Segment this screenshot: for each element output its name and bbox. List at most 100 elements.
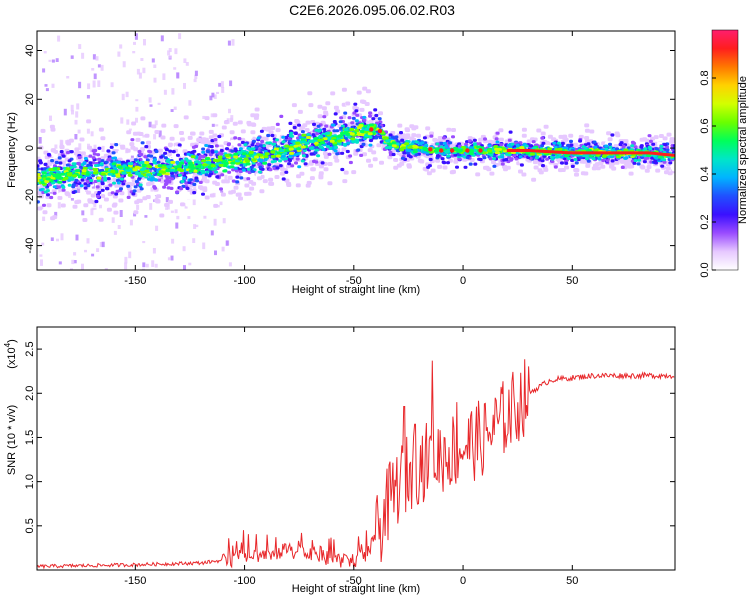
spectrogram-cell bbox=[569, 143, 574, 147]
spectrogram-speckle bbox=[74, 134, 78, 140]
spectrogram-speckle bbox=[219, 201, 223, 206]
spectrogram-cell bbox=[38, 188, 43, 192]
spectrogram-cell bbox=[86, 163, 91, 167]
spectrogram-cell bbox=[281, 140, 286, 144]
spectrogram-cell bbox=[404, 127, 410, 132]
spectrogram-cell bbox=[442, 165, 448, 170]
spectrogram-cell bbox=[402, 151, 407, 155]
spectrogram-cell bbox=[639, 144, 644, 148]
spectrogram-cell bbox=[89, 179, 94, 182]
spectrogram-cell bbox=[187, 161, 193, 165]
spectrogram-cell bbox=[409, 124, 415, 129]
spectrogram-cell bbox=[178, 173, 182, 177]
spectrogram-cell bbox=[97, 146, 102, 150]
spectrogram-cell bbox=[411, 140, 416, 144]
spectrogram-cell bbox=[345, 101, 351, 106]
spectrogram-cell bbox=[132, 189, 137, 193]
spectrogram-cell bbox=[366, 158, 371, 163]
spectrogram-cell bbox=[139, 152, 144, 157]
spectrogram-cell bbox=[365, 89, 371, 94]
spectrogram-cell bbox=[233, 152, 239, 156]
spectrogram-cell bbox=[69, 177, 75, 181]
spectrogram-speckle bbox=[193, 224, 197, 229]
spectrogram-cell bbox=[284, 144, 290, 148]
spectrogram-cell bbox=[82, 218, 88, 222]
spectrogram-cell bbox=[351, 170, 357, 175]
spectrogram-speckle bbox=[76, 103, 80, 110]
spectrogram-cell bbox=[246, 167, 251, 171]
spectrogram-speckle bbox=[38, 137, 42, 144]
spectrogram-cell bbox=[94, 164, 98, 168]
spectrogram-cell bbox=[262, 144, 266, 148]
spectrogram-cell bbox=[270, 133, 275, 138]
spectrogram-cell bbox=[112, 202, 118, 207]
spectrogram-cell bbox=[160, 179, 165, 184]
spectrogram-speckle bbox=[149, 203, 153, 210]
spectrogram-cell bbox=[300, 130, 305, 134]
spectrogram-speckle bbox=[158, 130, 162, 138]
spectrogram-cell bbox=[417, 158, 423, 163]
spectrogram-cell bbox=[120, 141, 126, 146]
spectrogram-cell bbox=[183, 115, 189, 120]
spectrogram-cell bbox=[220, 173, 225, 177]
spectrogram-cell bbox=[238, 196, 243, 201]
spectrogram-cell bbox=[57, 156, 62, 160]
spectrogram-cell bbox=[608, 145, 613, 149]
spectrogram-cell bbox=[526, 139, 532, 144]
spectrogram-cell bbox=[333, 112, 338, 116]
spectrogram-speckle bbox=[193, 185, 197, 191]
spectrogram-cell bbox=[103, 197, 109, 202]
spectrogram-cell bbox=[519, 146, 525, 150]
spectrogram-cell bbox=[37, 200, 40, 204]
spectrogram-cell bbox=[573, 158, 578, 161]
spectrogram-cell bbox=[321, 106, 327, 111]
spectrogram-cell bbox=[562, 134, 568, 139]
spectrogram-cell bbox=[558, 168, 563, 173]
spectrogram-cell bbox=[303, 162, 308, 166]
spectrogram-cell bbox=[515, 143, 520, 147]
spectrogram-cell bbox=[57, 195, 63, 200]
spectrogram-cell bbox=[69, 166, 74, 169]
spectrogram-cell bbox=[217, 158, 223, 162]
spectrogram-cell bbox=[235, 180, 240, 184]
spectrogram-cell bbox=[306, 180, 312, 185]
spectrogram-cell bbox=[340, 131, 345, 135]
spectrogram-cell bbox=[251, 181, 257, 186]
spectrogram-cell bbox=[632, 141, 637, 145]
spectrogram-cell bbox=[658, 134, 664, 138]
spectrogram-cell bbox=[144, 169, 150, 173]
spectrogram-cell bbox=[620, 169, 626, 174]
spectrogram-speckle bbox=[222, 218, 226, 224]
spectrogram-speckle bbox=[221, 87, 225, 93]
spectrogram-cell bbox=[133, 210, 139, 215]
spectrogram-cell bbox=[536, 128, 542, 133]
spectrogram-cell bbox=[369, 138, 373, 143]
spectrogram-speckle bbox=[148, 121, 152, 128]
spectrogram-cell bbox=[190, 155, 196, 159]
spectrogram-cell bbox=[235, 161, 241, 165]
spectrogram-cell bbox=[317, 104, 323, 109]
spectrogram-cell bbox=[610, 133, 615, 137]
spectrogram-cell bbox=[279, 149, 285, 153]
spectrogram-cell bbox=[223, 120, 229, 125]
spectrogram-cell bbox=[100, 194, 106, 199]
spectrogram-cell bbox=[633, 159, 638, 162]
spectrogram-cell bbox=[351, 116, 356, 120]
spectrogram-cell bbox=[237, 151, 243, 155]
spectrogram-cell bbox=[378, 111, 383, 116]
spectrogram-speckle bbox=[228, 262, 232, 267]
spectrogram-cell bbox=[77, 175, 83, 179]
spectrogram-cell bbox=[346, 141, 351, 145]
spectrogram-cell bbox=[412, 150, 418, 154]
spectrogram-cell bbox=[321, 148, 326, 152]
spectrogram-cell bbox=[83, 157, 88, 160]
spectrogram-cell bbox=[628, 171, 634, 176]
spectrogram-cell bbox=[45, 177, 51, 181]
spectrogram-cell bbox=[308, 146, 314, 150]
spectrogram-cell bbox=[37, 191, 43, 195]
spectrogram-cell bbox=[337, 139, 343, 143]
spectrogram-cell bbox=[42, 203, 46, 207]
spectrogram-cell bbox=[328, 147, 333, 150]
spectrogram-cell bbox=[157, 143, 163, 148]
spectrogram-cell bbox=[121, 182, 126, 186]
